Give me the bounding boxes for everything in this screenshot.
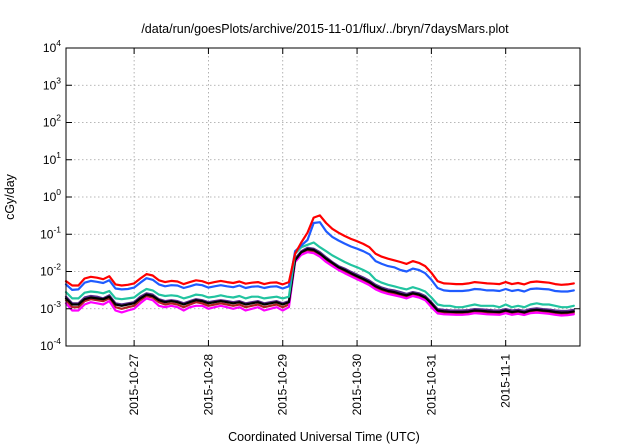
series-lines (64, 214, 575, 317)
series-line (64, 241, 575, 309)
y-tick-label: 10-2 (40, 262, 61, 279)
y-axis-label: cGy/day (3, 173, 17, 220)
y-tick-label: 101 (43, 150, 61, 167)
x-tick-label: 2015-10-29 (276, 354, 290, 416)
y-tick-label: 104 (43, 38, 61, 55)
x-tick-label: 2015-11-1 (499, 354, 513, 408)
y-tick-label: 10-1 (40, 224, 61, 241)
chart-title: /data/run/goesPlots/archive/2015-11-01/f… (141, 22, 509, 36)
y-tick-label: 10-3 (40, 299, 61, 316)
y-axis: 10-4 10-3 10-2 10-1 100 101 102 103 104 (40, 38, 580, 353)
y-tick-label: 100 (43, 187, 61, 204)
x-axis-label: Coordinated Universal Time (UTC) (228, 430, 420, 444)
series-line (64, 251, 575, 317)
series-line (64, 246, 575, 313)
y-tick-label: 102 (43, 113, 61, 130)
series-line (64, 248, 575, 314)
series-line (64, 221, 575, 293)
x-tick-label: 2015-10-31 (424, 354, 438, 416)
series-line (64, 249, 575, 316)
y-tick-label: 103 (43, 75, 61, 92)
y-tick-label: 10-4 (40, 336, 61, 353)
x-tick-label: 2015-10-30 (350, 354, 364, 416)
x-tick-label: 2015-10-28 (201, 354, 215, 416)
series-line (64, 214, 575, 287)
x-tick-label: 2015-10-27 (127, 354, 141, 416)
x-axis: 2015-10-27 2015-10-28 2015-10-29 2015-10-30… (127, 48, 513, 415)
